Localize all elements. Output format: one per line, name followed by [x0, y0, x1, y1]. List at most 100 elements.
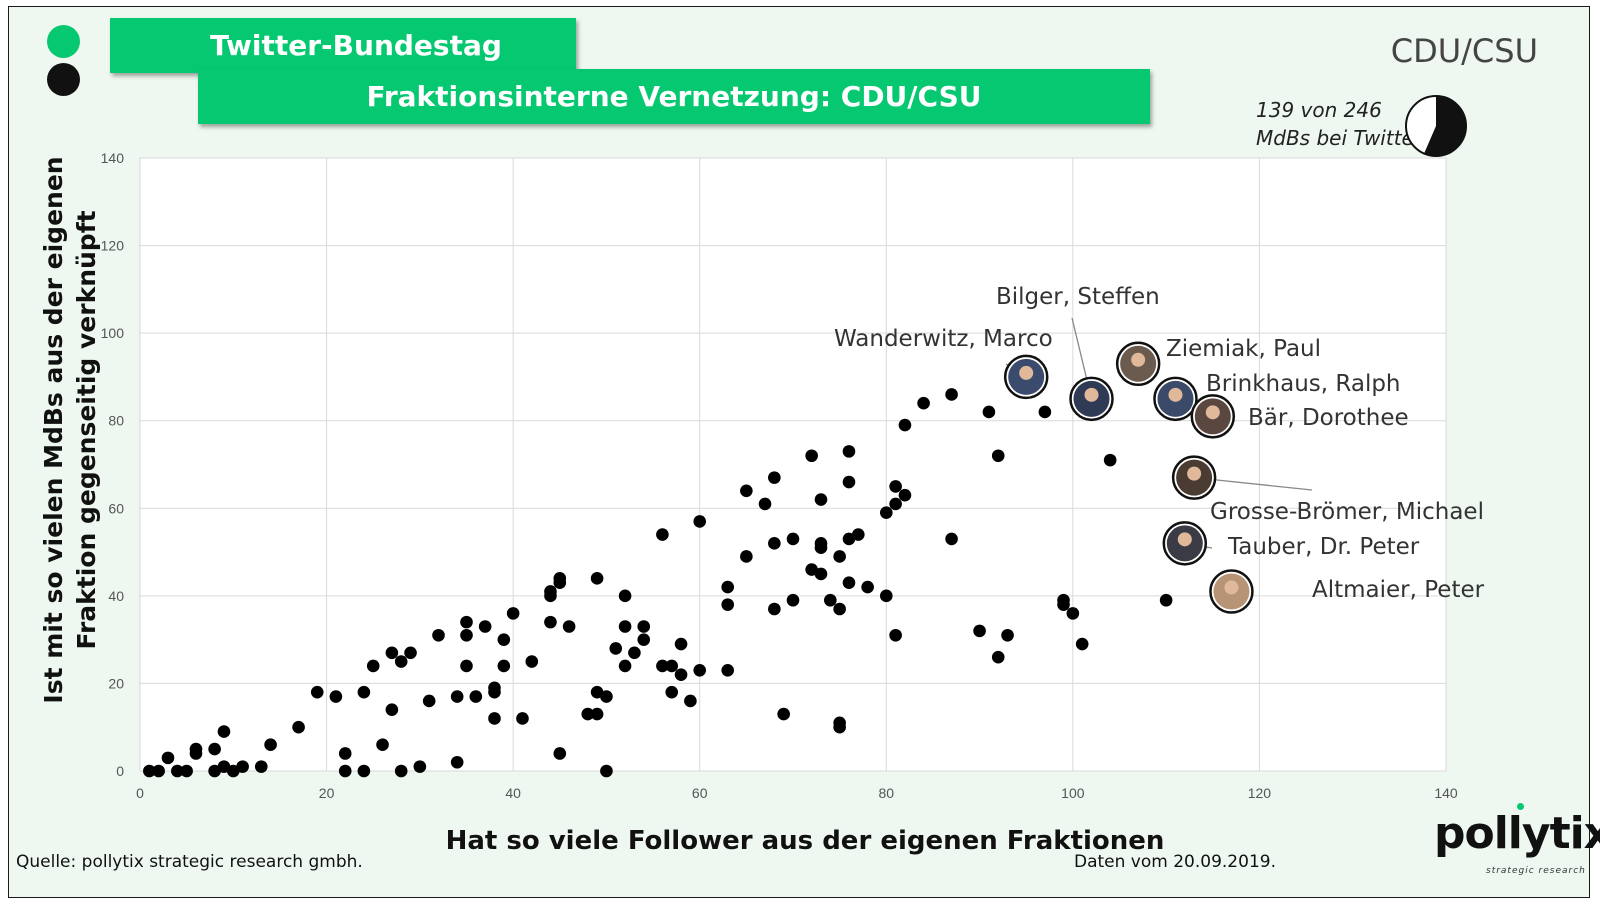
subtitle-banner: Fraktionsinterne Vernetzung: CDU/CSU	[198, 69, 1150, 124]
data-point	[721, 598, 734, 611]
data-point	[357, 764, 371, 778]
y-tick-label: 40	[108, 588, 124, 604]
data-point	[758, 497, 772, 511]
twitter-note-line2: MdBs bei Twitter	[1256, 126, 1423, 150]
data-point	[590, 707, 604, 721]
brand-name: pollytix	[1434, 808, 1600, 859]
data-point	[889, 497, 902, 511]
data-point	[833, 720, 846, 734]
annotation-portrait-face	[1205, 405, 1220, 420]
data-point	[786, 593, 800, 607]
data-point	[618, 589, 632, 603]
data-point	[450, 690, 464, 703]
x-axis-label: Hat so viele Follower aus der eigenen Fr…	[445, 826, 1165, 856]
data-point	[842, 576, 856, 590]
data-point	[450, 755, 464, 769]
data-point	[516, 712, 529, 725]
data-point	[618, 620, 632, 633]
data-point	[338, 747, 352, 760]
data-point	[329, 690, 343, 703]
black-dot-logo	[47, 63, 80, 96]
date-note: Daten vom 20.09.2019.	[1074, 852, 1276, 872]
data-point	[879, 506, 893, 519]
x-tick-label: 140	[1434, 785, 1458, 801]
data-point	[898, 488, 912, 502]
y-tick-label: 80	[108, 413, 124, 429]
green-dot-logo	[47, 25, 80, 58]
data-point	[768, 537, 781, 550]
annotation-portrait-face	[1168, 387, 1183, 402]
data-point	[208, 742, 221, 756]
data-point	[171, 764, 184, 778]
y-tick-label: 140	[101, 150, 125, 166]
x-tick-label: 120	[1248, 785, 1272, 801]
data-point	[385, 703, 399, 716]
y-axis-label: Ist mit so vielen MdBs aus der eigenen F…	[37, 150, 103, 710]
data-point	[618, 659, 632, 673]
annotation-portrait-face	[1084, 387, 1099, 402]
data-point	[740, 550, 753, 563]
brand-subtitle: strategic research	[1486, 866, 1586, 876]
data-point	[945, 532, 958, 546]
data-point	[264, 738, 277, 752]
y-tick-label: 20	[108, 675, 124, 691]
data-point	[637, 633, 651, 646]
annotation-label: Bilger, Steffen	[996, 284, 1160, 310]
data-point	[674, 637, 688, 651]
x-tick-label: 100	[1061, 785, 1085, 801]
data-point	[637, 620, 651, 633]
data-point	[609, 642, 623, 655]
data-point	[152, 764, 165, 778]
data-point	[814, 493, 828, 506]
twitter-share-note: 139 von 246 MdBs bei Twitter	[1256, 96, 1422, 152]
data-point	[768, 602, 781, 616]
data-point	[1159, 593, 1173, 607]
annotation-label: Tauber, Dr. Peter	[1227, 534, 1420, 560]
x-tick-label: 0	[136, 785, 144, 801]
data-point	[544, 589, 557, 603]
data-point	[768, 471, 781, 484]
data-point	[236, 760, 249, 773]
data-point	[674, 668, 688, 681]
data-point	[973, 624, 986, 638]
data-point	[945, 388, 958, 401]
brand-dot	[1517, 803, 1524, 810]
data-point	[497, 633, 511, 646]
data-point	[693, 515, 707, 528]
data-point	[460, 615, 473, 629]
party-label: CDU/CSU	[1390, 32, 1538, 70]
data-point	[991, 650, 1005, 664]
annotation-label: Bär, Dorothee	[1248, 405, 1409, 431]
data-point	[786, 532, 800, 546]
data-point	[488, 685, 501, 699]
data-point	[217, 725, 231, 738]
data-point	[628, 646, 641, 660]
data-point	[898, 418, 912, 432]
data-point	[488, 712, 501, 725]
y-axis-label-line2: Fraktion gegenseitig verknüpft	[72, 210, 101, 650]
data-point	[161, 751, 175, 765]
data-point	[852, 528, 865, 541]
data-point	[982, 405, 996, 419]
data-point	[833, 550, 846, 563]
twitter-note-line1: 139 von 246	[1256, 98, 1382, 122]
data-point	[889, 628, 902, 642]
data-point	[1075, 637, 1089, 651]
data-point	[777, 707, 790, 721]
y-axis-label-line1: Ist mit so vielen MdBs aus der eigenen	[39, 156, 68, 704]
data-point	[665, 685, 679, 699]
twitter-share-pie-slice	[1424, 96, 1466, 157]
data-point	[506, 607, 520, 620]
annotation-portrait-face	[1187, 466, 1202, 481]
title-banner: Twitter-Bundestag	[110, 18, 576, 73]
plot-area	[139, 157, 1447, 772]
data-point	[879, 589, 893, 603]
data-point	[1001, 628, 1014, 642]
data-point	[581, 707, 595, 721]
data-point	[366, 659, 380, 673]
annotation-label: Altmaier, Peter	[1312, 577, 1485, 603]
data-point	[357, 685, 371, 699]
annotation-portrait-face	[1224, 580, 1239, 595]
annotation-portrait-face	[1131, 352, 1146, 367]
